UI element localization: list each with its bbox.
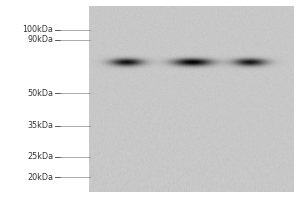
Text: 100kDa: 100kDa [22,25,53,34]
Text: 20kDa: 20kDa [27,173,53,182]
Text: 90kDa: 90kDa [27,35,53,44]
Text: 50kDa: 50kDa [27,89,53,98]
Text: 25kDa: 25kDa [27,152,53,161]
Text: 35kDa: 35kDa [27,121,53,130]
